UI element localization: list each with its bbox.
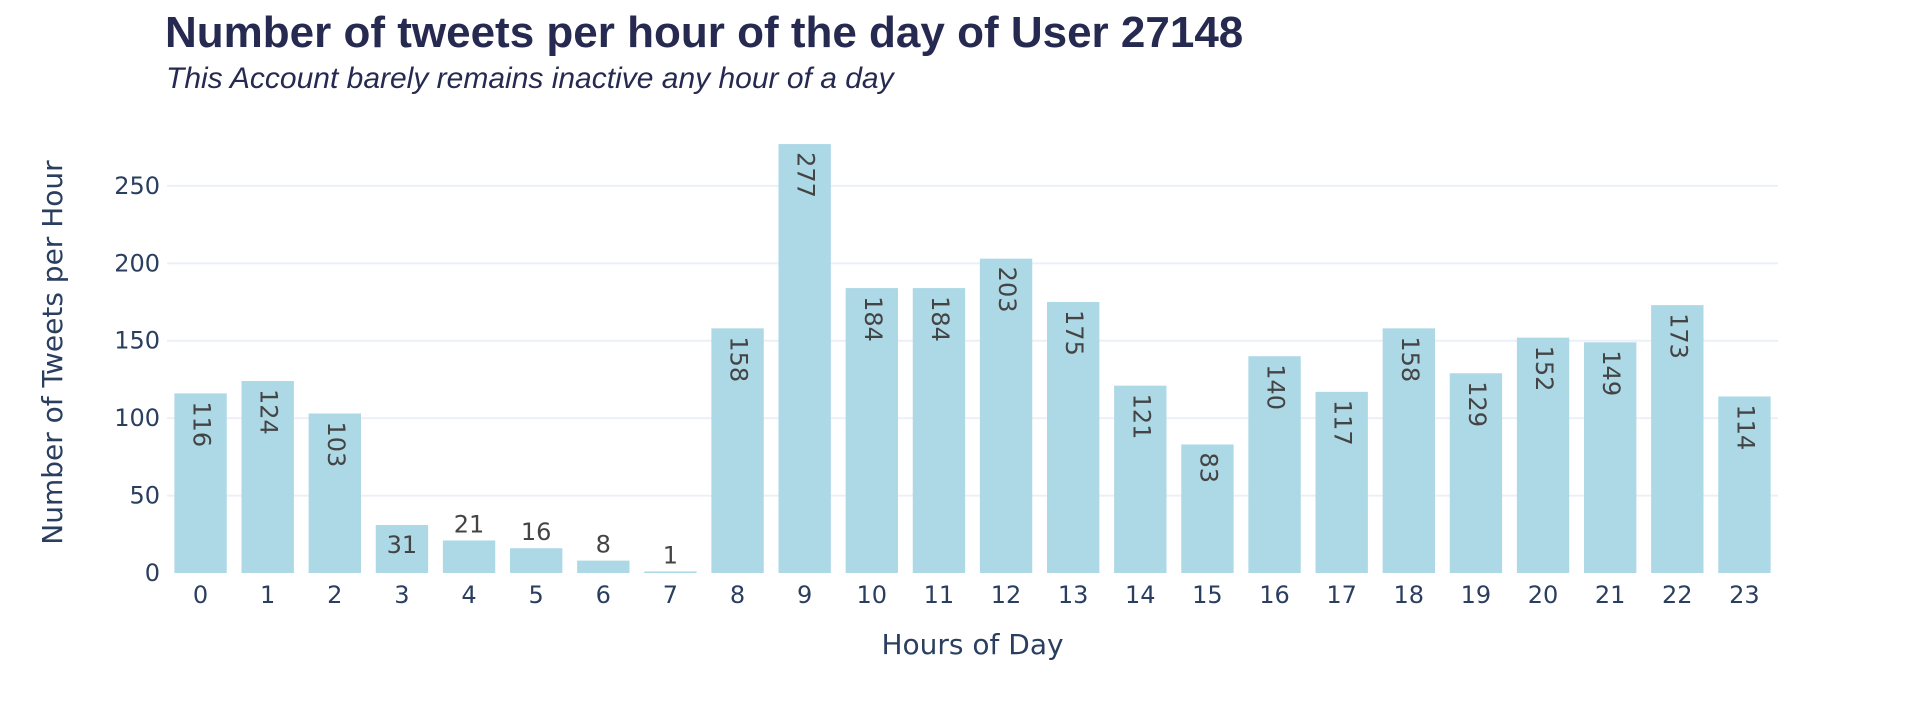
bar-value-label: 16	[521, 518, 552, 546]
x-axis-ticks: 0 1 2 3 4 5 6 7 8 9 10 11 12 13 14 15 16 17 18 19 20 21 22 23	[193, 581, 1760, 609]
x-tick-label: 18	[1394, 581, 1425, 609]
bar	[1516, 337, 1570, 573]
x-tick-label: 12	[991, 581, 1022, 609]
x-tick-label: 1	[260, 581, 275, 609]
bar-value-label: 277	[792, 152, 820, 198]
x-tick-label: 11	[924, 581, 955, 609]
x-tick-label: 19	[1461, 581, 1492, 609]
bar-value-label: 149	[1597, 350, 1625, 396]
chart-subtitle: This Account barely remains inactive any…	[166, 62, 894, 95]
bar-value-label: 173	[1664, 313, 1692, 359]
x-tick-label: 4	[461, 581, 476, 609]
bar	[1584, 342, 1637, 573]
x-tick-label: 0	[193, 581, 208, 609]
y-tick-label: 0	[145, 559, 160, 587]
bar-value-label: 124	[255, 389, 283, 435]
x-axis-label: Hours of Day	[881, 628, 1063, 661]
bar-value-label: 158	[1396, 336, 1424, 382]
x-tick-label: 6	[596, 581, 611, 609]
bar-value-label: 184	[926, 296, 954, 342]
bar-value-label: 203	[993, 267, 1021, 313]
bar	[1181, 444, 1234, 573]
bar	[845, 288, 898, 573]
bar-value-label: 103	[322, 422, 350, 468]
bar	[912, 288, 966, 573]
x-tick-label: 22	[1662, 581, 1693, 609]
x-tick-label: 23	[1729, 581, 1760, 609]
bar-value-label: 116	[188, 401, 216, 447]
bar	[241, 380, 294, 573]
y-tick-label: 150	[114, 327, 160, 355]
bar	[979, 258, 1033, 573]
bar	[1718, 396, 1771, 573]
bar-value-label: 158	[725, 336, 753, 382]
bar	[577, 560, 630, 573]
bar-value-label: 31	[387, 531, 418, 559]
bar	[1651, 305, 1704, 573]
bar	[510, 548, 563, 573]
x-tick-label: 8	[730, 581, 745, 609]
bar-value-label: 117	[1329, 400, 1357, 446]
bar	[375, 524, 429, 573]
bar	[644, 571, 697, 573]
bar-value-label: 8	[596, 531, 611, 559]
bar-value-label: 184	[859, 296, 887, 342]
y-axis-ticks: 0 50 100 150 200 250	[114, 172, 160, 587]
y-tick-label: 50	[129, 482, 160, 510]
x-tick-label: 3	[394, 581, 409, 609]
bar-value-label: 140	[1262, 364, 1290, 410]
chart-title: Number of tweets per hour of the day of …	[165, 8, 1244, 57]
y-axis-label: Number of Tweets per Hour	[36, 160, 69, 545]
bar	[174, 393, 227, 573]
x-tick-label: 17	[1326, 581, 1357, 609]
x-tick-label: 5	[529, 581, 544, 609]
bar-value-label: 83	[1194, 452, 1222, 483]
bar	[1047, 302, 1100, 573]
x-tick-label: 20	[1528, 581, 1559, 609]
bars	[174, 144, 1771, 573]
x-tick-label: 21	[1595, 581, 1626, 609]
bar-value-label: 21	[454, 510, 485, 538]
x-tick-label: 16	[1259, 581, 1290, 609]
x-tick-label: 10	[857, 581, 888, 609]
bar-value-label: 152	[1530, 346, 1558, 392]
bar	[1114, 385, 1167, 573]
bar-labels: 116 124 103 31 21 16 8 1 158 277 184 184 203 175 121 83…	[188, 152, 1760, 569]
bar	[308, 413, 361, 573]
bar	[1315, 391, 1368, 573]
bar	[1382, 328, 1435, 573]
bar-value-label: 175	[1060, 310, 1088, 356]
gridlines	[167, 184, 1778, 497]
bar-value-label: 1	[663, 541, 678, 569]
bar	[711, 328, 764, 573]
y-tick-label: 100	[114, 404, 160, 432]
bar-value-label: 121	[1127, 394, 1155, 440]
x-tick-label: 9	[797, 581, 812, 609]
bar-value-label: 114	[1731, 404, 1759, 450]
bar-value-label: 129	[1463, 381, 1491, 427]
x-tick-label: 7	[663, 581, 678, 609]
x-tick-label: 2	[327, 581, 342, 609]
bar	[442, 540, 496, 573]
y-tick-label: 200	[114, 249, 160, 277]
y-tick-label: 250	[114, 172, 160, 200]
bar	[1248, 356, 1301, 573]
x-tick-label: 13	[1058, 581, 1089, 609]
bar	[1449, 373, 1503, 573]
x-tick-label: 14	[1125, 581, 1156, 609]
bar	[778, 144, 831, 573]
x-tick-label: 15	[1192, 581, 1223, 609]
